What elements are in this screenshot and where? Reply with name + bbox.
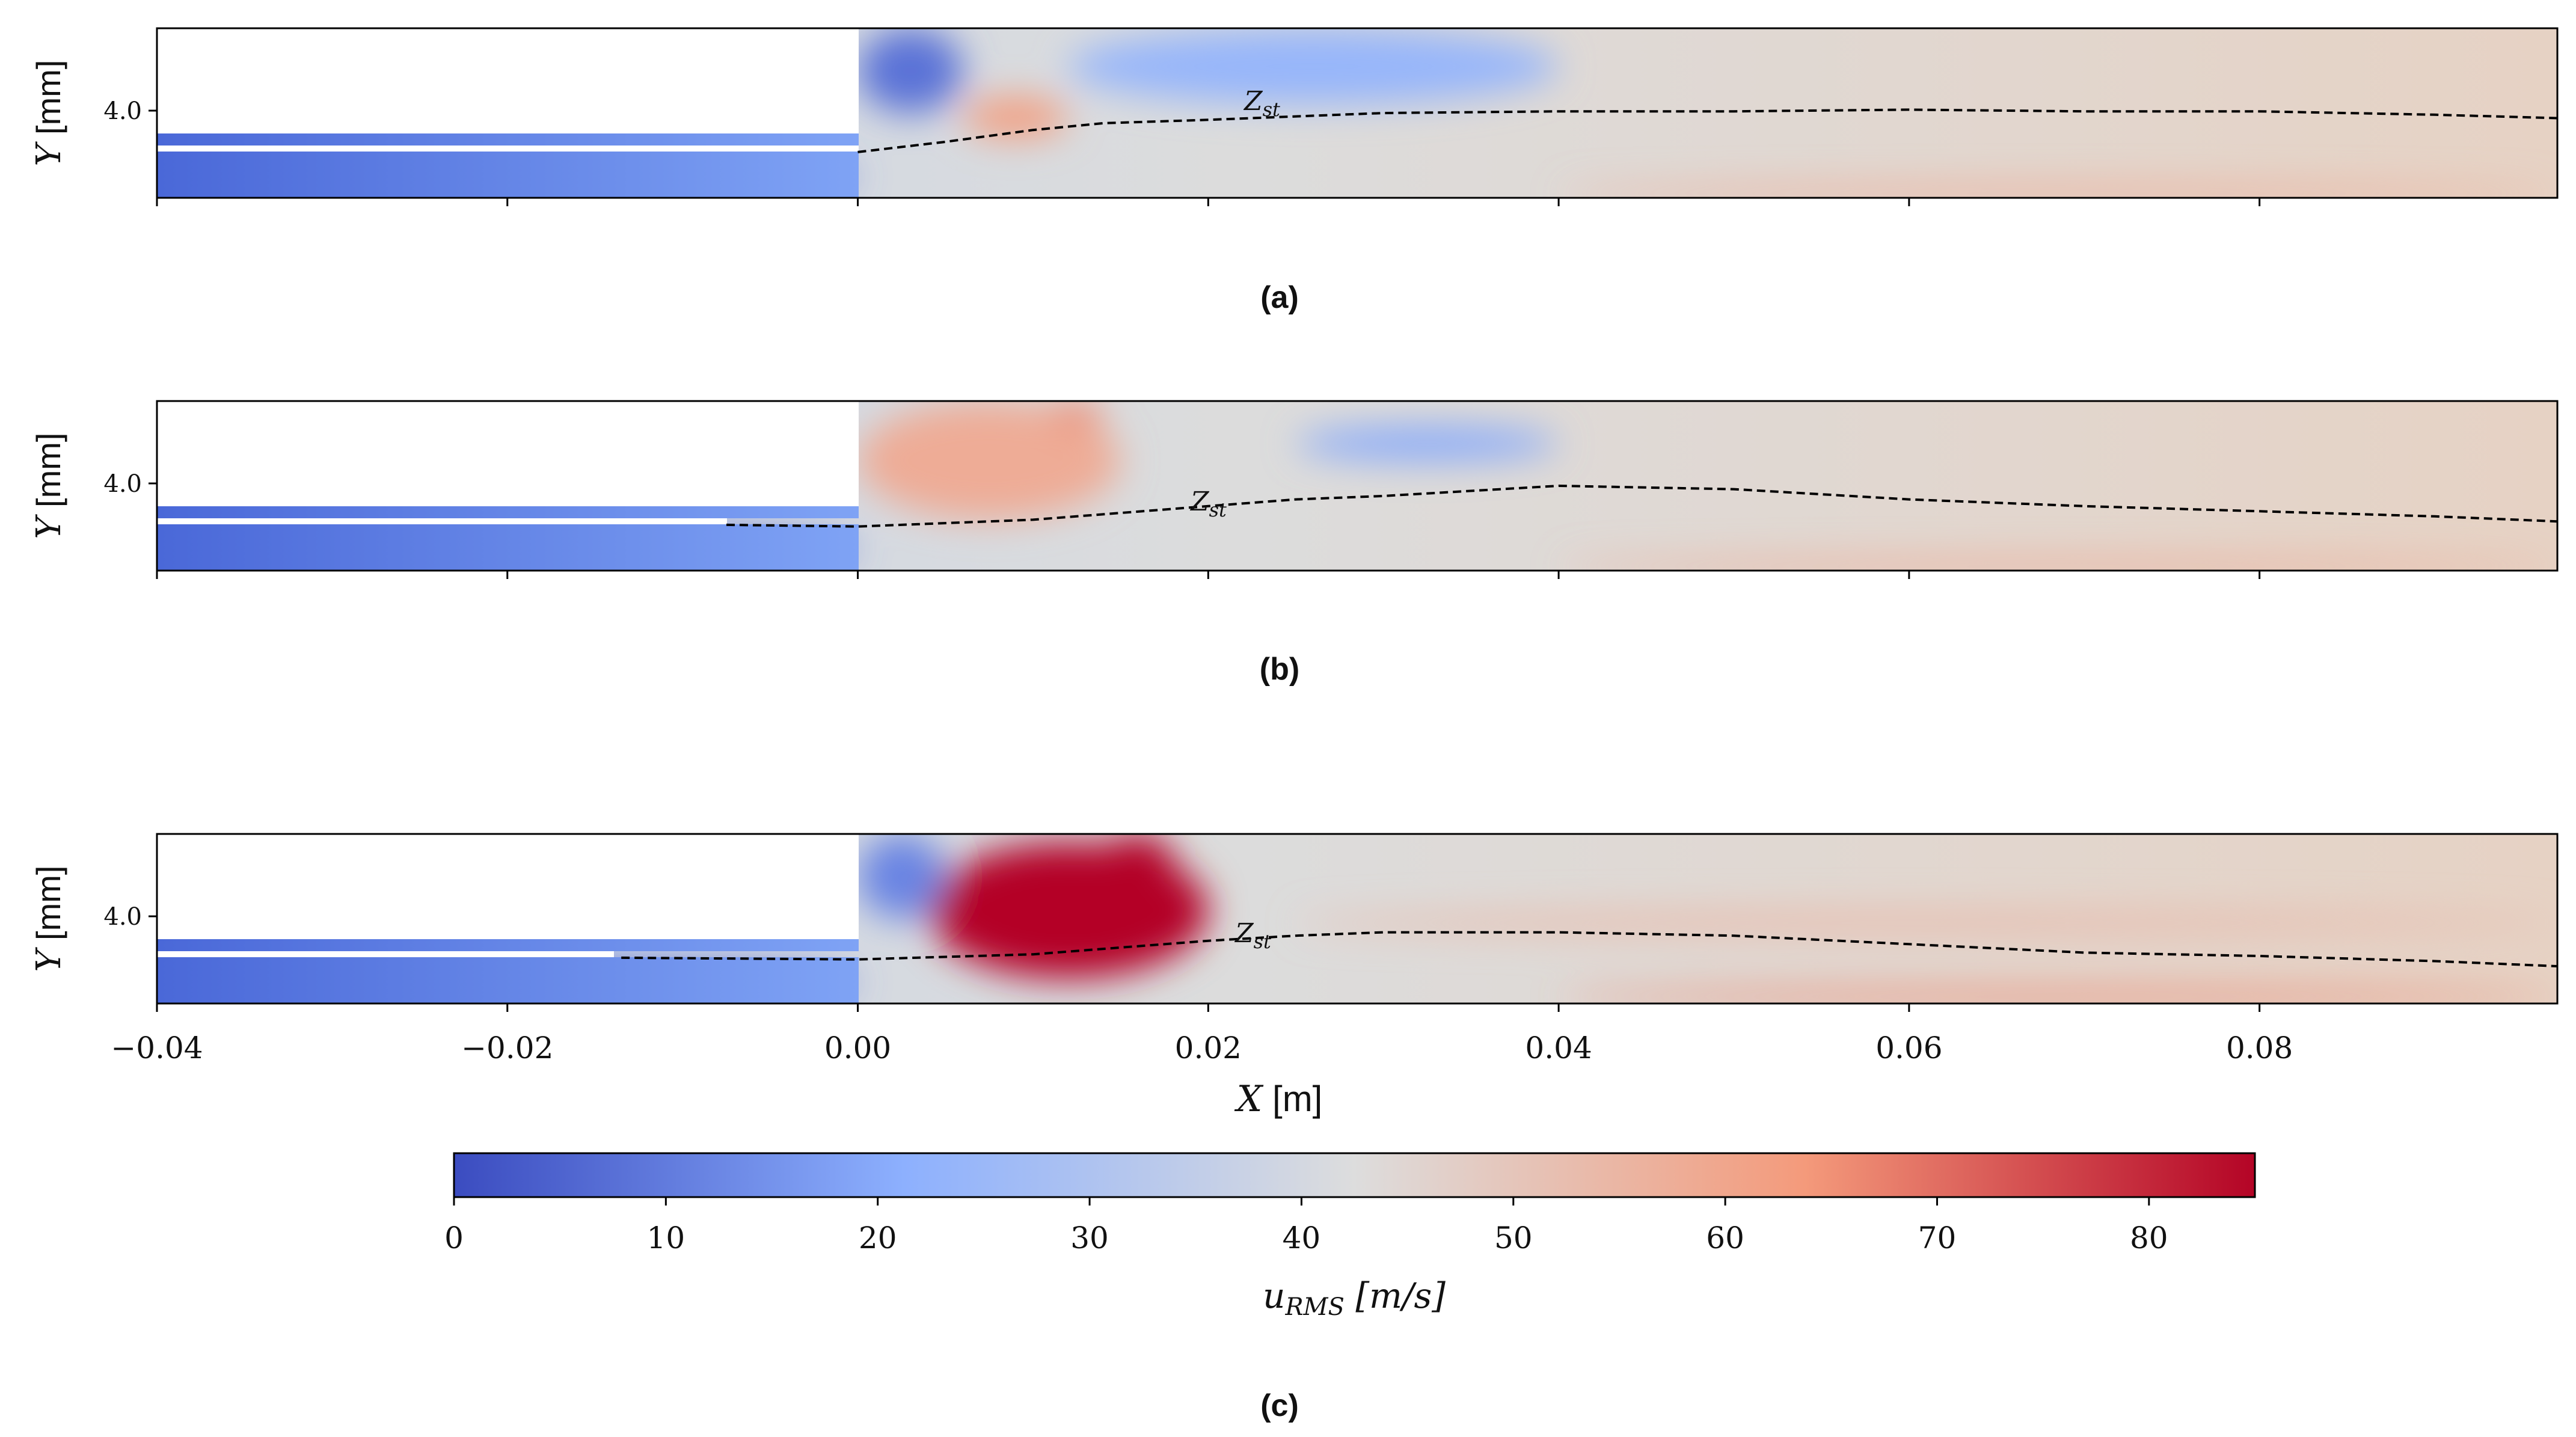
inlet-stream-a xyxy=(157,152,859,198)
colorbar: 0 10 20 30 40 50 60 70 80 uRMS [m/s] xyxy=(444,1152,2256,1321)
zst-contour-b xyxy=(726,484,2557,528)
panel-b: 4.0 Y [mm] Zst (b) xyxy=(29,400,2559,687)
zst-label-main-c: Z xyxy=(1234,918,1254,949)
colorbar-tick-label-3: 30 xyxy=(1070,1221,1109,1255)
colorbar-tick-label-2: 20 xyxy=(859,1221,897,1255)
heatmap-region-b-0 xyxy=(857,401,1121,520)
heatmap-region-a-1 xyxy=(963,96,1069,139)
ytick-label-b: 4.0 xyxy=(103,470,142,498)
zst-label-a: Zst xyxy=(1243,86,1280,121)
colorbar-tick-label-1: 10 xyxy=(647,1221,685,1255)
colorbar-tick-label-6: 60 xyxy=(1706,1221,1744,1255)
colorbar-tick-label-5: 50 xyxy=(1494,1221,1533,1255)
xtick-label-6: 0.08 xyxy=(2226,1031,2293,1065)
splitter-gap-b xyxy=(157,518,727,524)
wall-block-b xyxy=(157,401,859,506)
colorbar-tick-label-4: 40 xyxy=(1283,1221,1321,1255)
zst-contour-a xyxy=(857,108,2557,153)
heatmap-region-a-3 xyxy=(1559,186,2557,198)
ylabel-c: Y [mm] xyxy=(29,866,69,972)
splitter-upper-b xyxy=(157,506,859,518)
xtick-label-4: 0.04 xyxy=(1525,1031,1592,1065)
heatmap-region-c-2 xyxy=(857,834,946,919)
wall-block-c xyxy=(157,834,859,939)
zst-label-b: Zst xyxy=(1189,486,1227,521)
splitter-gap-a xyxy=(157,146,859,152)
panel-c: 4.0 Y [mm] Zst −0.04 −0.02 0.00 0.02 0.04 0.0… xyxy=(29,833,2559,1120)
splitter-upper-a xyxy=(157,133,859,146)
caption-b: (b) xyxy=(1260,652,1299,687)
heatmap-region-c-1 xyxy=(1103,834,1174,885)
splitter-upper-c xyxy=(157,939,859,951)
ylabel-b: Y [mm] xyxy=(29,433,69,539)
inlet-stream-b xyxy=(157,524,859,571)
heatmap-region-b-2 xyxy=(1296,426,1559,461)
ylabel-var-c: Y xyxy=(29,946,69,972)
xlabel: X [m] xyxy=(1234,1078,1323,1120)
panel-frame-b xyxy=(156,400,2559,572)
colorbar-label: uRMS [m/s] xyxy=(1263,1275,1446,1321)
heatmap-a xyxy=(157,28,2557,198)
zst-label-c: Zst xyxy=(1234,918,1271,953)
colorbar-tick-label-0: 0 xyxy=(444,1221,464,1255)
xtick-label-5: 0.06 xyxy=(1875,1031,1942,1065)
ylabel-unit-c: [mm] xyxy=(29,866,67,950)
heatmap-region-b-1 xyxy=(1050,401,1103,427)
ylabel-a: Y [mm] xyxy=(29,60,69,167)
panel-frame-c xyxy=(156,833,2559,1005)
xtick-labels: −0.04 −0.02 0.00 0.02 0.04 0.06 0.08 xyxy=(111,1031,2293,1065)
ytick-label-c: 4.0 xyxy=(103,903,142,931)
xtick-label-0: −0.04 xyxy=(111,1031,203,1065)
xticks-a xyxy=(156,198,2261,206)
xtick-label-3: 0.02 xyxy=(1175,1031,1242,1065)
colorbar-label-sub: RMS xyxy=(1284,1293,1344,1321)
zst-contour-c xyxy=(621,931,2557,967)
colorbar-label-unit: [m/s] xyxy=(1345,1275,1446,1316)
colorbar-ticks: 0 10 20 30 40 50 60 70 80 xyxy=(444,1197,2168,1255)
splitter-gap-c xyxy=(157,951,614,957)
ylabel-var-a: Y xyxy=(29,141,69,166)
colorbar-gradient xyxy=(453,1152,2256,1198)
colorbar-tick-label-8: 80 xyxy=(2130,1221,2168,1255)
zst-label-main-a: Z xyxy=(1243,86,1263,117)
panel-a: 4.0 Y [mm] Zst (a) xyxy=(29,27,2559,315)
zst-label-sub-c: st xyxy=(1254,930,1271,953)
xtick-label-2: 0.00 xyxy=(824,1031,891,1065)
xticks-c xyxy=(156,1003,2261,1012)
xlabel-unit: [m] xyxy=(1262,1079,1322,1119)
heatmap-region-a-2 xyxy=(1068,28,1559,105)
ylabel-unit-a: [mm] xyxy=(29,60,67,144)
panel-frame-a xyxy=(156,27,2559,199)
caption-a: (a) xyxy=(1260,280,1299,315)
ytick-label-a: 4.0 xyxy=(103,97,142,125)
zst-label-sub-a: st xyxy=(1263,98,1280,121)
inlet-stream-c xyxy=(157,957,859,1003)
ylabel-var-b: Y xyxy=(29,513,69,539)
heatmap-region-c-4 xyxy=(1559,989,2557,1003)
wall-block-a xyxy=(157,28,859,133)
ylabel-unit-b: [mm] xyxy=(29,433,67,517)
heatmap-region-a-0 xyxy=(857,28,963,113)
xtick-label-1: −0.02 xyxy=(461,1031,553,1065)
zst-label-sub-b: st xyxy=(1209,498,1227,521)
heatmap-b xyxy=(157,401,2557,571)
colorbar-label-var: u xyxy=(1263,1275,1285,1316)
zst-label-main-b: Z xyxy=(1189,486,1210,517)
xticks-b xyxy=(156,571,2261,579)
xlabel-var: X xyxy=(1234,1078,1264,1120)
heatmap-c xyxy=(157,834,2557,1003)
heatmap-region-b-3 xyxy=(1559,559,2557,571)
heatmap-region-c-3 xyxy=(1296,910,2557,936)
caption-c: (c) xyxy=(1260,1388,1299,1423)
colorbar-tick-label-7: 70 xyxy=(1918,1221,1957,1255)
